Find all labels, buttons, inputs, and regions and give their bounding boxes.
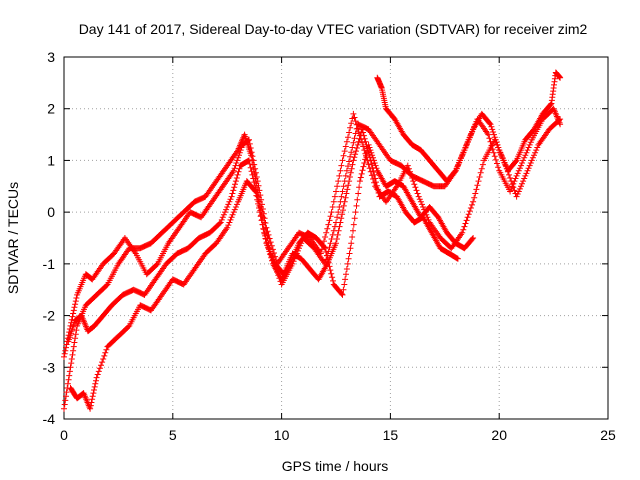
x-tick-label: 25 bbox=[600, 427, 616, 443]
y-tick-label: 1 bbox=[47, 152, 55, 168]
x-tick-label: 10 bbox=[274, 427, 290, 443]
x-axis-label: GPS time / hours bbox=[282, 458, 389, 474]
data-series-5 bbox=[374, 69, 564, 185]
plot-frame bbox=[63, 56, 609, 420]
x-tick-label: 0 bbox=[60, 427, 68, 443]
y-tick-label: -4 bbox=[43, 411, 56, 427]
x-tick-label: 20 bbox=[491, 427, 507, 443]
x-tick-label: 15 bbox=[383, 427, 399, 443]
data-series-4 bbox=[67, 141, 477, 412]
y-tick-label: 0 bbox=[47, 204, 55, 220]
y-tick-label: 2 bbox=[47, 101, 55, 117]
y-tick-label: 3 bbox=[47, 49, 55, 65]
series-markers bbox=[67, 141, 477, 412]
x-tick-label: 5 bbox=[169, 427, 177, 443]
axis-ticks: 0 5 10 15 20 25 -4 -3 -2 -1 0 1 2 3 bbox=[43, 49, 616, 443]
y-tick-label: -1 bbox=[43, 256, 56, 272]
y-axis-label: SDTVAR / TECUs bbox=[5, 182, 21, 294]
y-tick-label: -3 bbox=[43, 359, 56, 375]
chart-title: Day 141 of 2017, Sidereal Day-to-day VTE… bbox=[79, 21, 588, 37]
y-tick-label: -2 bbox=[43, 308, 56, 324]
data-series bbox=[61, 69, 564, 412]
series-markers bbox=[374, 69, 564, 185]
